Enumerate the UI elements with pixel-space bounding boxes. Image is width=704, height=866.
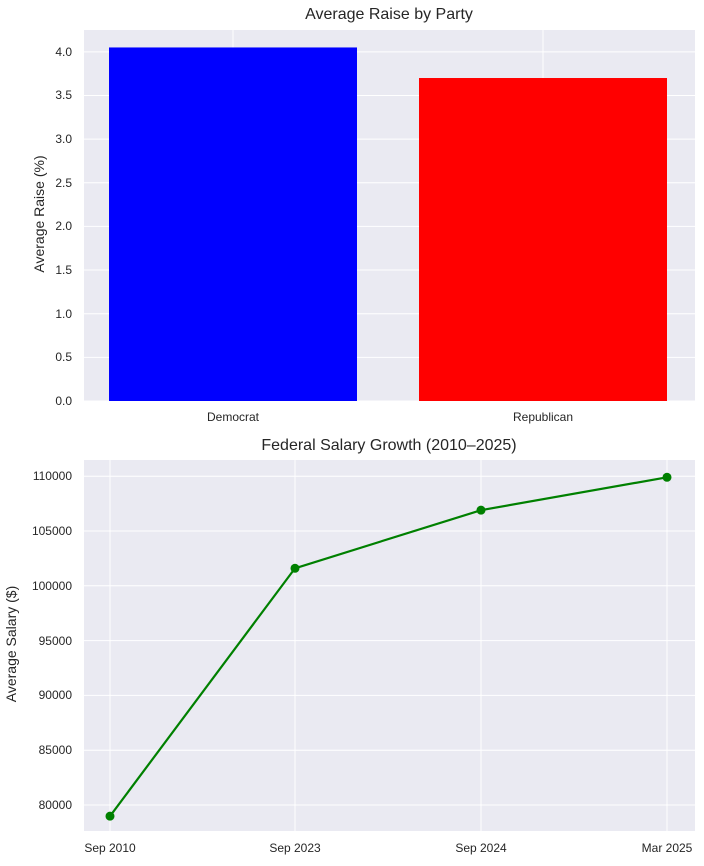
bar-republican [419,78,667,401]
y-tick-label: 85000 [38,743,72,758]
y-tick-label: 3.5 [55,88,72,103]
data-point-marker [662,472,672,482]
data-point-marker [105,811,115,821]
y-tick-label: 2.0 [55,219,72,234]
y-tick-label: 0.5 [55,350,72,365]
y-tick-label: 4.0 [55,44,72,59]
y-tick-label: 1.0 [55,306,72,321]
y-tick-label: 100000 [31,578,72,593]
y-tick-label: 2.5 [55,175,72,190]
line-plot-area [84,460,695,831]
salary-line [109,476,668,817]
y-tick-label: 80000 [38,798,72,812]
bar-chart-title: Average Raise by Party [305,6,473,23]
y-tick-label: 110000 [32,469,72,484]
bar-chart-ylabel: Average Raise (%) [31,155,47,273]
data-point-marker [476,505,486,515]
line-chart-title: Federal Salary Growth (2010–2025) [261,437,517,454]
y-tick-label: 95000 [38,633,72,648]
y-tick-label: 90000 [38,688,72,703]
y-tick-label: 105000 [31,524,72,538]
line-chart-ylabel: Average Salary ($) [3,585,19,703]
y-tick-label: 1.5 [55,263,72,278]
y-tick-label: 0.0 [55,394,72,408]
y-tick-label: 3.0 [55,132,72,147]
bar-democrat [109,47,357,401]
data-point-marker [290,563,300,573]
